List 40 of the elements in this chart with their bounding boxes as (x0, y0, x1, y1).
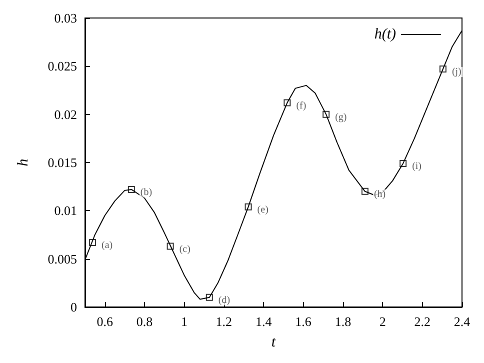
point (166, 242, 174, 250)
x-tick-label: 1.8 (334, 314, 352, 329)
point (439, 66, 446, 73)
x-axis-title: t (271, 334, 276, 350)
x-tick-label: 2.4 (454, 314, 471, 329)
y-axis-title: h (16, 158, 32, 166)
x-tick-label: 0.6 (96, 314, 114, 329)
annotation: (d) (218, 294, 230, 306)
point (400, 160, 407, 167)
annotation: (b) (140, 186, 152, 198)
point (128, 186, 135, 193)
y-tick-label: 0.025 (48, 58, 77, 74)
x-tick-label: 0.8 (136, 314, 153, 329)
y-tick-label: 0.02 (54, 106, 77, 122)
x-tick-label: 2 (379, 314, 386, 329)
point (89, 238, 96, 246)
point (244, 203, 252, 210)
y-tick-label: 0.005 (48, 251, 77, 266)
x-tick-label: 1.4 (255, 314, 272, 329)
x-tick-label: 1 (180, 314, 188, 329)
annotation: (h) (374, 188, 386, 200)
annotation: (g) (335, 112, 347, 123)
y-tick-label: 0.01 (54, 203, 77, 218)
y-tick-label: 0.03 (54, 10, 77, 26)
annotation: (i) (412, 160, 422, 172)
point (284, 99, 291, 106)
point (206, 294, 213, 301)
annotation: (c) (179, 244, 190, 255)
annotation: (e) (257, 204, 268, 216)
point (322, 110, 330, 118)
y-tick-label: 0 (70, 300, 77, 314)
x-tick-label: 1.6 (295, 314, 312, 329)
point (361, 188, 368, 195)
x-tick-label: 2.2 (414, 314, 430, 329)
y-tick-label: 0.015 (48, 155, 77, 170)
annotation: (a) (102, 240, 113, 251)
legend-label: h(t) (374, 26, 396, 42)
x-tick-label: 1.2 (216, 314, 232, 329)
annotation: (j) (452, 66, 462, 78)
annotation: (f) (296, 100, 306, 112)
